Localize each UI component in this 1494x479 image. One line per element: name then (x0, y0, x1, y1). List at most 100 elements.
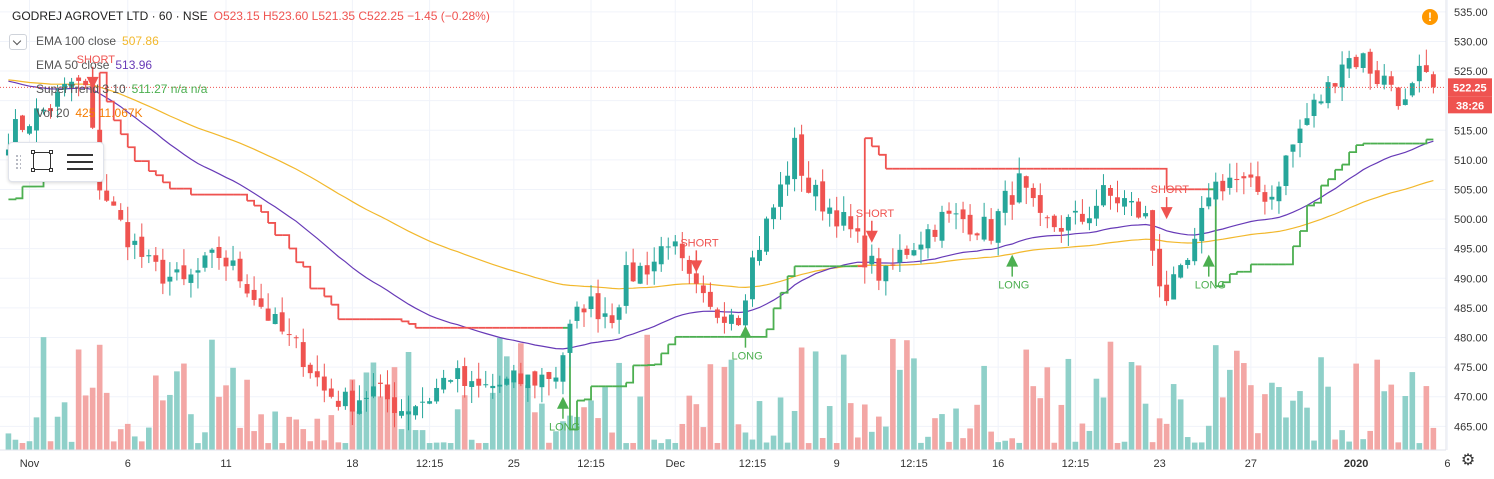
candle-body (1206, 197, 1211, 206)
volume-bar (1059, 405, 1065, 450)
countdown-label: 38:26 (1456, 100, 1484, 112)
indicator-value: 425 11.067K (75, 106, 142, 120)
time-tick-label: 12:15 (900, 458, 928, 470)
price-axis[interactable]: 465.00470.00475.00480.00485.00490.00495.… (1446, 0, 1492, 450)
supertrend-segment (647, 364, 654, 365)
drawing-toolbar[interactable] (8, 142, 104, 182)
candle-body (694, 273, 699, 283)
volume-bar (1164, 424, 1170, 450)
object-tree-icon[interactable] (67, 152, 93, 172)
volume-bar (813, 351, 819, 450)
candle-body (448, 380, 453, 382)
ema-100-path (8, 80, 1433, 289)
candle-body (1227, 178, 1232, 188)
candle-body (982, 217, 987, 240)
candle-body (483, 384, 488, 385)
candle-body (1382, 76, 1387, 85)
candle-body (820, 181, 825, 211)
candle-body (1073, 211, 1078, 213)
candle-body (1157, 249, 1162, 287)
candle-body (76, 78, 81, 81)
gear-icon[interactable]: ⚙ (1459, 452, 1477, 470)
volume-bar (118, 429, 124, 450)
time-tick-label: 12:15 (416, 458, 444, 470)
volume-bar (1037, 398, 1043, 450)
candle-body (862, 236, 867, 268)
volume-bar (855, 437, 861, 450)
volume-bar (848, 403, 854, 450)
volume-bar (1101, 398, 1107, 450)
long-arrow-head (1203, 255, 1215, 267)
supertrend-segment (1328, 170, 1335, 179)
volume-bar (967, 428, 973, 450)
candle-body (1045, 217, 1050, 218)
volume-bar (1066, 359, 1072, 450)
candle-body (174, 269, 179, 272)
volume-bar (686, 396, 692, 450)
supertrend-segment (872, 146, 879, 154)
supertrend-segment (788, 266, 795, 276)
candle-body (736, 318, 741, 325)
price-tick-label: 475.00 (1454, 362, 1488, 374)
supertrend-segment (760, 329, 767, 337)
volume-bar (1199, 442, 1205, 450)
drag-handle-icon[interactable] (15, 154, 21, 170)
candle-body (1066, 217, 1071, 231)
candle-body (666, 246, 671, 247)
candle-body (1024, 176, 1029, 188)
volume-bar (1136, 365, 1142, 450)
volume-bar (293, 419, 299, 450)
price-tick-label: 495.00 (1454, 244, 1488, 256)
candle-body (181, 265, 186, 279)
volume-bar (932, 418, 938, 450)
candle-body (27, 126, 32, 134)
volume-bar (974, 405, 980, 450)
candle-body (708, 292, 713, 307)
volume-bar (336, 442, 342, 450)
volume-bar (244, 380, 250, 450)
chevron-down-icon[interactable] (9, 34, 27, 50)
supertrend-segment (409, 324, 416, 328)
candle-body (132, 241, 137, 245)
indicator-value: 511.27 n/a n/a (132, 82, 208, 96)
indicator-value: 507.86 (122, 34, 159, 48)
price-tick-label: 465.00 (1454, 421, 1488, 433)
price-tick-label: 485.00 (1454, 303, 1488, 315)
alert-icon[interactable]: ! (1422, 9, 1438, 25)
volume-bar (48, 441, 54, 450)
candle-body (371, 386, 376, 396)
volume-bar (946, 442, 952, 450)
candle-body (146, 255, 151, 256)
candle-body (813, 185, 818, 196)
volume-bar (1052, 443, 1058, 450)
long-arrow-head (739, 326, 751, 338)
candle-body (603, 313, 608, 316)
candle-body (160, 260, 165, 284)
volume-bar (981, 366, 987, 450)
volume-bar (1311, 441, 1317, 450)
symbol-title[interactable]: GODREJ AGROVET LTD · 60 · NSE (12, 9, 208, 23)
long-label: LONG (1195, 280, 1226, 292)
price-tick-label: 480.00 (1454, 333, 1488, 345)
volume-bar (1276, 387, 1282, 450)
candle-body (792, 138, 797, 179)
volume-bar (469, 440, 475, 450)
candle-body (659, 246, 664, 264)
volume-bar (321, 440, 327, 450)
volume-bar (1417, 443, 1423, 450)
volume-bar (27, 441, 33, 450)
volume-bar (83, 395, 89, 450)
candle-body (532, 371, 537, 385)
candle-body (1122, 198, 1127, 207)
volume-bar (1297, 391, 1303, 450)
candle-body (153, 255, 158, 262)
rectangle-tool-icon[interactable] (33, 152, 51, 170)
